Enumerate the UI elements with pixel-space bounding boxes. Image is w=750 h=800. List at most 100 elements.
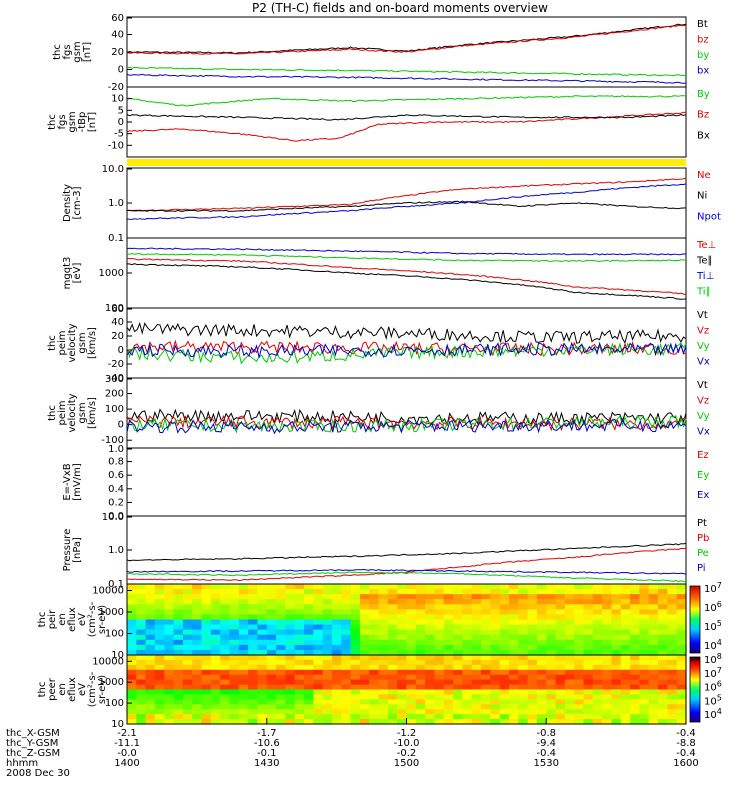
spectrogram-cell <box>154 599 165 605</box>
spectrogram-cell <box>453 694 463 700</box>
spectrogram-cell <box>192 629 203 636</box>
spectrogram-cell <box>592 619 603 626</box>
panel-mode-bar <box>127 159 686 166</box>
spectrogram-cell <box>518 689 529 695</box>
spectrogram-cell <box>136 704 147 710</box>
spectrogram-cell <box>630 589 640 595</box>
spectrogram-cell <box>639 694 650 700</box>
spectrogram-cell <box>294 694 305 700</box>
spectrogram-cell <box>378 659 389 666</box>
spectrogram-cell <box>434 694 445 700</box>
spectrogram-cell <box>667 624 678 631</box>
spectrogram-cell <box>481 674 491 681</box>
spectrogram-cell <box>564 709 575 715</box>
spectrogram-cell <box>173 639 184 646</box>
spectrogram-cell <box>648 669 659 676</box>
spectrogram-cell <box>509 689 519 695</box>
spectrogram-cell <box>369 594 380 600</box>
ephemeris-row-label: thc_Y-GSM <box>6 738 58 749</box>
spectrogram-cell <box>406 659 417 666</box>
series-line-bz <box>126 24 687 55</box>
spectrogram-cell <box>620 714 631 720</box>
spectrogram-cell <box>322 709 333 715</box>
spectrogram-cell <box>620 704 631 710</box>
spectrogram-cell <box>210 659 221 666</box>
spectrogram-cell <box>555 634 566 641</box>
spectrogram-cell <box>182 669 193 676</box>
spectrogram-cell <box>536 674 547 681</box>
spectrogram-cell <box>676 644 687 651</box>
spectrogram-cell <box>499 679 510 686</box>
spectrogram-cell <box>574 704 585 710</box>
spectrogram-cell <box>630 644 640 651</box>
spectrogram-cell <box>425 619 435 626</box>
spectrogram-cell <box>285 629 296 636</box>
spectrogram-cell <box>173 624 184 631</box>
spectrogram-cell <box>285 649 296 656</box>
spectrogram-cell <box>210 679 221 686</box>
ephemeris-value: -0.2 <box>397 748 417 759</box>
spectrogram-cell <box>322 699 333 705</box>
spectrogram-cell <box>369 624 380 631</box>
spectrogram-cell <box>313 614 324 621</box>
spectrogram-cell <box>620 584 631 590</box>
spectrogram-cell <box>462 694 473 700</box>
ephemeris-value: -1.7 <box>257 728 277 739</box>
spectrogram-cell <box>462 689 473 695</box>
spectrogram-cell <box>332 669 342 676</box>
spectrogram-cell <box>173 719 184 725</box>
spectrogram-cell <box>397 659 408 666</box>
spectrogram-cell <box>546 664 557 671</box>
spectrogram-cell <box>173 664 184 671</box>
spectrogram-cell <box>471 684 482 691</box>
spectrogram-cell <box>369 644 380 651</box>
spectrogram-cell <box>415 584 426 590</box>
spectrogram-cell <box>527 679 538 686</box>
spectrogram-cell <box>518 674 529 681</box>
spectrogram-cell <box>443 609 454 616</box>
spectrogram-cell <box>564 609 575 616</box>
spectrogram-cell <box>378 679 389 686</box>
spectrogram-cell <box>574 629 585 636</box>
spectrogram-cell <box>509 664 519 671</box>
spectrogram-cell <box>546 614 557 621</box>
spectrogram-cell <box>276 594 286 600</box>
spectrogram-cell <box>257 684 268 691</box>
spectrogram-cell <box>546 719 557 725</box>
spectrogram-cell <box>509 694 519 700</box>
spectrogram-cell <box>453 599 463 605</box>
spectrogram-cell <box>248 704 258 710</box>
spectrogram-cell <box>602 689 612 695</box>
spectrogram-cell <box>555 709 566 715</box>
spectrogram-cell <box>378 674 389 681</box>
spectrogram-cell <box>313 689 324 695</box>
spectrogram-cell <box>434 629 445 636</box>
spectrogram-cell <box>676 589 687 595</box>
spectrogram-cell <box>294 644 305 651</box>
spectrogram-cell <box>192 619 203 626</box>
spectrogram-cell <box>611 594 622 600</box>
spectrogram-cell <box>220 604 231 610</box>
spectrogram-cell <box>238 674 249 681</box>
spectrogram-cell <box>136 634 147 641</box>
spectrogram-cell <box>127 684 137 691</box>
spectrogram-cell <box>620 609 631 616</box>
spectrogram-cell <box>406 589 417 595</box>
spectrogram-cell <box>350 684 361 691</box>
spectrogram-cell <box>350 714 361 720</box>
spectrogram-cell <box>220 614 231 621</box>
spectrogram-cell <box>499 655 510 661</box>
y-axis-label-line: thc <box>52 44 63 60</box>
spectrogram-cell <box>453 655 463 661</box>
spectrogram-cell <box>592 624 603 631</box>
spectrogram-cell <box>173 614 184 621</box>
spectrogram-cell <box>443 674 454 681</box>
spectrogram-cell <box>313 704 324 710</box>
spectrogram-cell <box>425 614 435 621</box>
spectrogram-cell <box>462 649 473 656</box>
y-axis-label-line: fgs <box>62 44 73 59</box>
spectrogram-cell <box>387 689 398 695</box>
spectrogram-cell <box>136 664 147 671</box>
spectrogram-cell <box>154 674 165 681</box>
